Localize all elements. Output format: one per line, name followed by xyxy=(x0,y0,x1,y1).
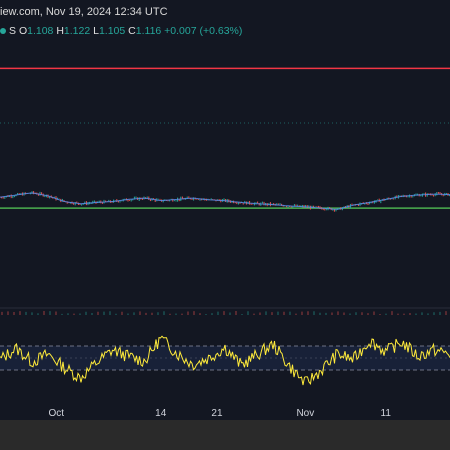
moving-average-line xyxy=(0,192,450,210)
ohlc-legend: S O1.108 H1.122 L1.105 C1.116 +0.007 (+0… xyxy=(0,25,242,39)
ohlc-close-value: 1.116 xyxy=(135,25,162,37)
ohlc-low-value: 1.105 xyxy=(98,25,126,37)
x-tick-label-oct: Oct xyxy=(48,408,64,419)
oscillator-line xyxy=(0,335,450,386)
ohlc-high-value: 1.122 xyxy=(63,25,91,37)
x-tick-label-nov: Nov xyxy=(296,408,314,419)
ohlc-open-label: O xyxy=(18,25,28,37)
ohlc-prefix: S xyxy=(9,25,17,37)
x-tick-label-21: 21 xyxy=(211,408,223,419)
x-tick-label-11: 11 xyxy=(381,408,392,419)
bottom-toolbar xyxy=(0,420,450,450)
x-tick-label-14: 14 xyxy=(155,408,167,419)
ohlc-low-label: L xyxy=(93,25,99,37)
ohlc-high-label: H xyxy=(56,25,64,37)
ohlc-close-label: C xyxy=(128,25,136,37)
ohlc-open-value: 1.108 xyxy=(27,25,54,37)
status-dot-icon xyxy=(0,28,6,35)
chart-source-header: iew.com, Nov 19, 2024 12:34 UTC xyxy=(0,6,168,18)
ohlc-change-value: +0.007 (+0.63%) xyxy=(164,25,243,37)
